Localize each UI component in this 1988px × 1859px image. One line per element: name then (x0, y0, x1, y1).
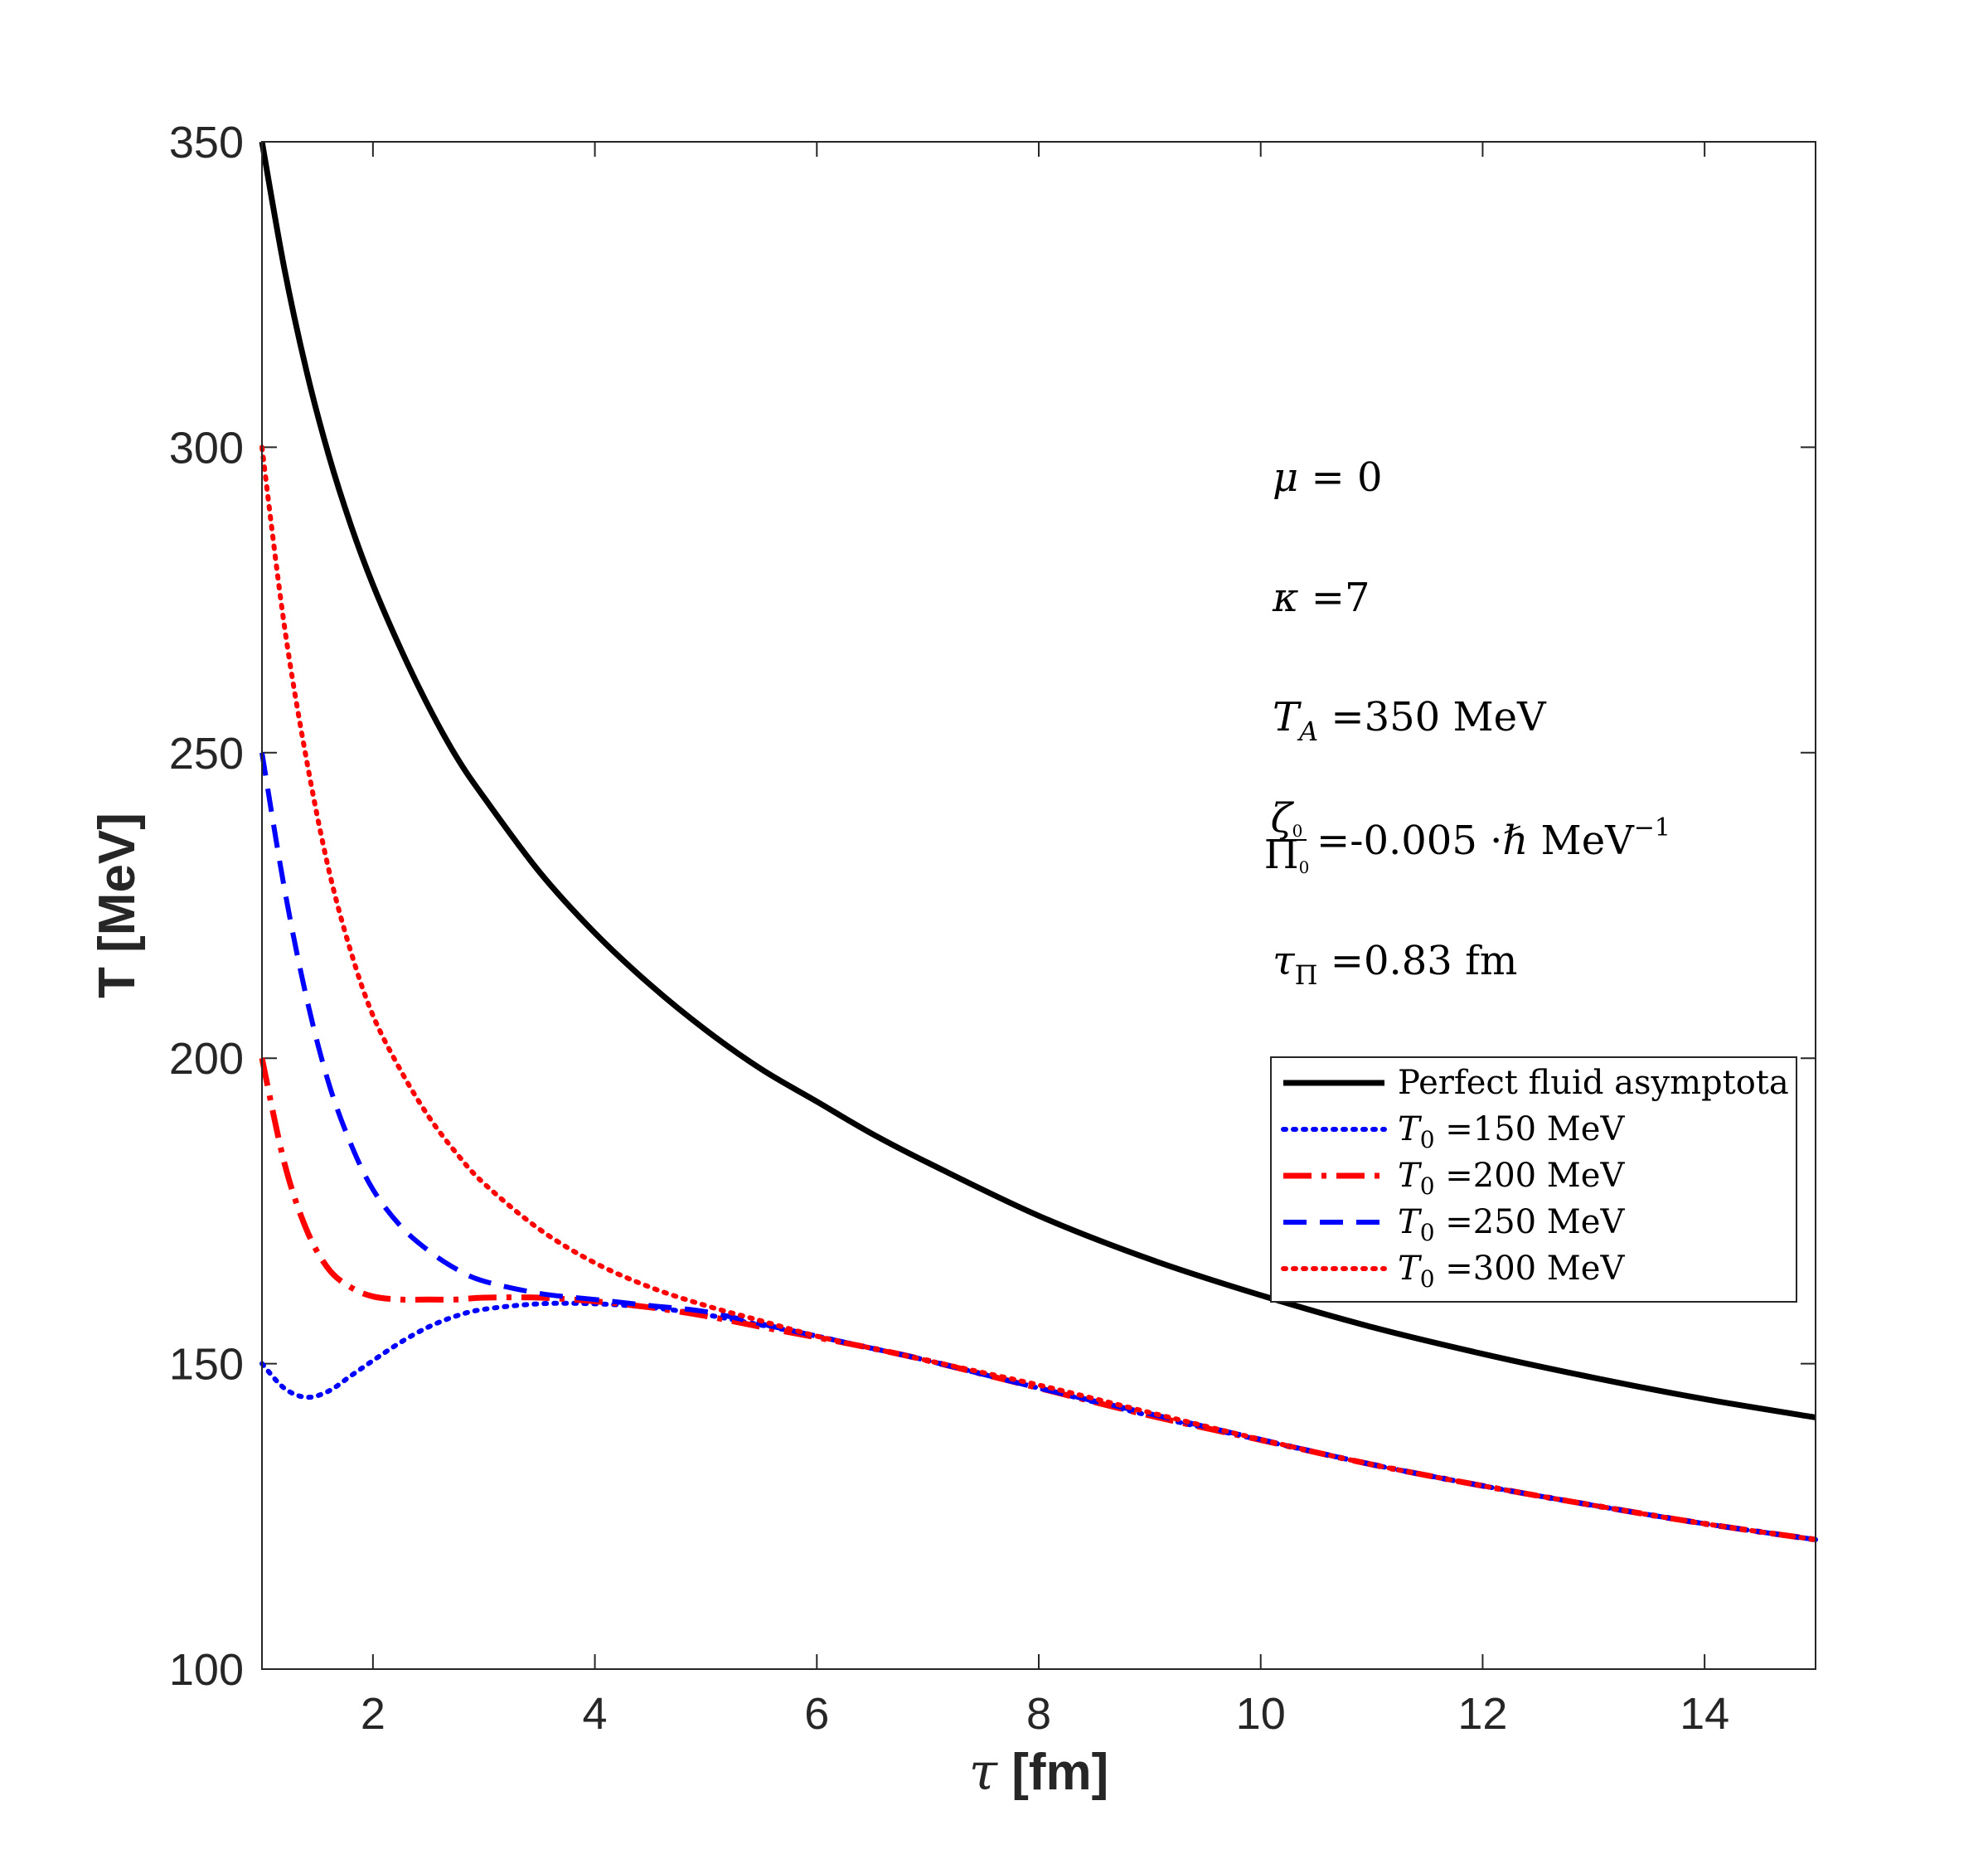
legend-label-sub: 0 (1420, 1172, 1435, 1200)
legend-label-2: T0 =200 MeV (1398, 1157, 1625, 1200)
legend-label-rest: =300 MeV (1435, 1250, 1626, 1288)
annotation-tau-sub: Π (1295, 959, 1318, 991)
annotation-ta-rest: =350 MeV (1318, 694, 1547, 740)
annotation-ta-sub: A (1297, 716, 1318, 747)
y-tick-label: 350 (169, 118, 244, 167)
x-tick-label: 8 (1026, 1689, 1051, 1739)
x-tick-label: 10 (1236, 1689, 1286, 1739)
legend-label-sub: 0 (1420, 1126, 1435, 1153)
annotation-zeta-den: Π (1264, 832, 1299, 878)
legend-label-var: T (1398, 1203, 1423, 1241)
x-tick-label: 2 (361, 1689, 385, 1739)
annotation-zeta: ζ0 Π0 =-0.005 ·ℏ MeV−1 (1264, 795, 1670, 878)
legend-label-rest: =200 MeV (1435, 1157, 1626, 1195)
y-axis-label: T [MeV] (89, 813, 146, 998)
annotation-tau-var: τ (1273, 938, 1296, 984)
series-line-4 (259, 444, 1818, 1542)
annotation-tau: τΠ =0.83 fm (1273, 938, 1517, 991)
legend-label-name: Perfect fluid asymptota (1398, 1064, 1789, 1102)
annotation-mu: μ = 0 (1273, 454, 1382, 501)
legend-label-0: Perfect fluid asymptota (1398, 1064, 1789, 1102)
annotation-kappa-var: κ (1272, 575, 1298, 621)
legend-label-4: T0 =300 MeV (1398, 1250, 1625, 1293)
annotation-ta-var: T (1273, 694, 1302, 740)
y-tick-label: 200 (169, 1034, 244, 1084)
annotation-kappa-rest: =7 (1298, 575, 1370, 621)
legend-label-1: T0 =150 MeV (1398, 1110, 1625, 1153)
x-axis-label-unit: [fm] (997, 1744, 1108, 1801)
y-tick-label: 250 (169, 729, 244, 779)
axes-box (261, 141, 1816, 1670)
annotation-kappa: κ =7 (1272, 575, 1370, 621)
annotation-mu-var: μ (1273, 454, 1298, 501)
annotation-zeta-unit: MeV (1528, 818, 1635, 864)
x-axis-label: τ [fm] (969, 1741, 1109, 1802)
annotation-tau-rest: =0.83 fm (1317, 938, 1517, 984)
legend-label-rest: =150 MeV (1435, 1110, 1626, 1148)
annotation-mu-rest: = 0 (1298, 454, 1382, 501)
series-line-0 (259, 141, 1816, 1420)
series-layer (259, 141, 1818, 1543)
ticks-layer: 2 4 6 8 10 12 14 100 150 200 250 300 350 (169, 118, 1816, 1739)
legend-label-3: T0 =250 MeV (1398, 1203, 1625, 1246)
annotation-ta: TA =350 MeV (1273, 694, 1547, 747)
x-tick-label: 12 (1457, 1689, 1507, 1739)
legend-label-var: T (1398, 1110, 1423, 1148)
series-line-2 (259, 1057, 1816, 1543)
legend-box (1270, 1056, 1797, 1303)
x-axis-label-symbol: τ (969, 1741, 999, 1802)
annotation-zeta-den-sub: 0 (1299, 857, 1310, 877)
annotation-zeta-num: ζ (1271, 795, 1295, 842)
svg-text:ζ0: ζ0 (1271, 795, 1303, 842)
svg-text:=-0.005 ·ℏ MeV−1: =-0.005 ·ℏ MeV−1 (1316, 813, 1670, 864)
x-tick-label: 4 (583, 1689, 608, 1739)
legend-label-sub: 0 (1420, 1219, 1435, 1246)
annotation-zeta-num-sub: 0 (1292, 821, 1303, 841)
legend-label-sub: 0 (1420, 1265, 1435, 1293)
x-tick-label: 6 (804, 1689, 829, 1739)
legend-label-var: T (1398, 1157, 1423, 1195)
annotation-zeta-sup: −1 (1634, 813, 1670, 842)
legend-label-var: T (1398, 1250, 1423, 1288)
legend-label-rest: =250 MeV (1435, 1203, 1626, 1241)
annotation-zeta-rest: =-0.005 · (1316, 818, 1502, 864)
x-tick-label: 14 (1680, 1689, 1729, 1739)
y-tick-label: 100 (169, 1645, 244, 1695)
y-tick-label: 150 (169, 1340, 244, 1390)
annotation-zeta-hbar: ℏ (1502, 818, 1528, 864)
y-tick-label: 300 (169, 423, 244, 473)
svg-text:Π0: Π0 (1264, 832, 1310, 878)
